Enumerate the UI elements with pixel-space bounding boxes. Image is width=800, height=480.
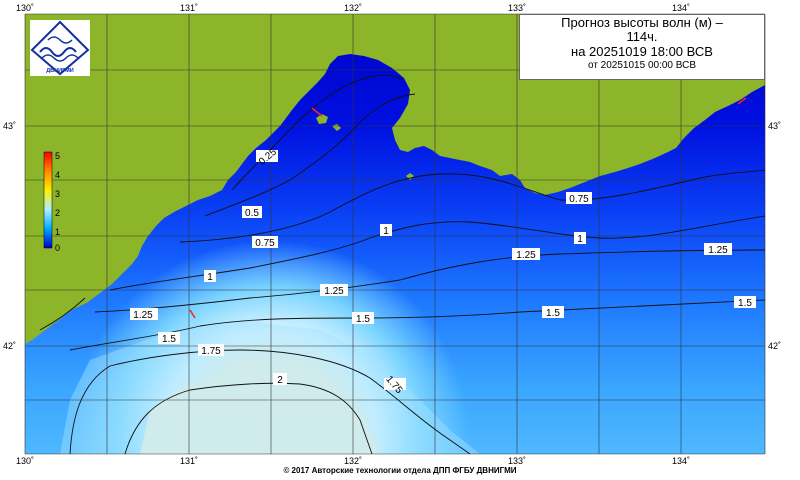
svg-text:0: 0 <box>55 243 60 253</box>
svg-text:42˚: 42˚ <box>768 341 781 351</box>
svg-text:131˚: 131˚ <box>180 3 198 13</box>
svg-text:2: 2 <box>277 375 283 386</box>
svg-text:131˚: 131˚ <box>180 456 198 466</box>
svg-text:1.25: 1.25 <box>324 286 344 297</box>
title-line-1: Прогноз высоты волн (м) – <box>561 15 723 30</box>
contour-labels: 0.25 0.5 0.75 1 1.25 1.5 1.75 2 0.75 1 1… <box>130 146 756 396</box>
copyright-footer: © 2017 Авторские технологии отдела ДПП Ф… <box>283 466 517 475</box>
contour-0-25 <box>231 74 403 191</box>
svg-text:43˚: 43˚ <box>3 121 16 131</box>
forecast-title: Прогноз высоты волн (м) – 114ч. на 20251… <box>519 14 765 80</box>
svg-text:0.75: 0.75 <box>255 238 275 249</box>
wave-icon <box>39 47 77 57</box>
label-1-5b: 1.5 <box>542 306 564 319</box>
svg-text:3: 3 <box>55 189 60 199</box>
svg-text:134˚: 134˚ <box>672 456 690 466</box>
svg-text:1.5: 1.5 <box>546 308 560 319</box>
lon-labels-top: 130˚ 131˚ 132˚ 133˚ 134˚ <box>16 3 690 13</box>
svg-text:132˚: 132˚ <box>344 456 362 466</box>
svg-text:130˚: 130˚ <box>16 456 34 466</box>
svg-text:1: 1 <box>577 234 583 245</box>
svg-text:0.75: 0.75 <box>569 194 589 205</box>
lat-labels: 43˚ 42˚ 43˚ 42˚ <box>3 121 781 351</box>
contour-1-25 <box>94 249 765 313</box>
svg-text:1.25: 1.25 <box>708 245 728 256</box>
contour-1-75 <box>69 349 471 454</box>
svg-text:ДВНИГМИ: ДВНИГМИ <box>46 68 74 74</box>
label-0-75: 0.75 <box>252 236 278 249</box>
svg-text:1.25: 1.25 <box>516 250 536 261</box>
label-1-25: 1.25 <box>320 284 348 297</box>
title-line-2: 114ч. <box>626 29 658 44</box>
label-0-75b: 0.75 <box>566 192 592 205</box>
wave-arrows <box>189 97 747 319</box>
svg-text:42˚: 42˚ <box>3 341 16 351</box>
contour-1 <box>109 215 765 291</box>
svg-text:2: 2 <box>55 208 60 218</box>
label-1-25d: 1.25 <box>130 308 158 321</box>
svg-text:132˚: 132˚ <box>344 3 362 13</box>
label-1-75: 1.75 <box>198 344 224 357</box>
title-line-3: на 20251019 18:00 ВСВ <box>571 44 713 59</box>
contour-1-cw <box>39 297 86 331</box>
svg-text:1.5: 1.5 <box>162 334 176 345</box>
svg-text:130˚: 130˚ <box>16 3 34 13</box>
lon-labels-bottom: 130˚ 131˚ 132˚ 133˚ 134˚ <box>16 456 690 466</box>
svg-text:43˚: 43˚ <box>768 121 781 131</box>
label-2: 2 <box>273 373 287 386</box>
svg-text:133˚: 133˚ <box>508 3 526 13</box>
svg-text:0.5: 0.5 <box>245 208 259 219</box>
label-1-5: 1.5 <box>352 312 374 325</box>
label-1-5c: 1.5 <box>734 296 756 309</box>
svg-text:1.5: 1.5 <box>738 298 752 309</box>
svg-text:1.75: 1.75 <box>201 346 221 357</box>
svg-text:5: 5 <box>55 151 60 161</box>
svg-text:4: 4 <box>55 170 60 180</box>
label-1-25b: 1.25 <box>512 248 540 261</box>
svg-text:1: 1 <box>207 272 213 283</box>
graticule <box>24 13 766 455</box>
label-1-5d: 1.5 <box>158 332 180 345</box>
label-0-5: 0.5 <box>242 206 262 219</box>
svg-text:1.25: 1.25 <box>133 310 153 321</box>
label-1: 1 <box>380 224 392 237</box>
label-1c: 1 <box>204 270 216 283</box>
svg-text:1: 1 <box>55 227 60 237</box>
dvnigmi-logo: ДВНИГМИ <box>30 20 90 76</box>
title-line-4: от 20251015 00:00 ВСВ <box>587 60 696 71</box>
svg-text:134˚: 134˚ <box>672 3 690 13</box>
contour-2 <box>124 382 373 454</box>
svg-text:133˚: 133˚ <box>508 456 526 466</box>
label-1b: 1 <box>574 232 586 245</box>
color-legend: 5 4 3 2 1 0 <box>43 151 60 253</box>
land-mass <box>25 14 765 344</box>
contour-0-5 <box>204 93 416 217</box>
svg-text:1: 1 <box>383 226 389 237</box>
contour-0-75 <box>179 169 765 243</box>
svg-text:1.5: 1.5 <box>356 314 370 325</box>
label-1-25c: 1.25 <box>704 243 732 256</box>
